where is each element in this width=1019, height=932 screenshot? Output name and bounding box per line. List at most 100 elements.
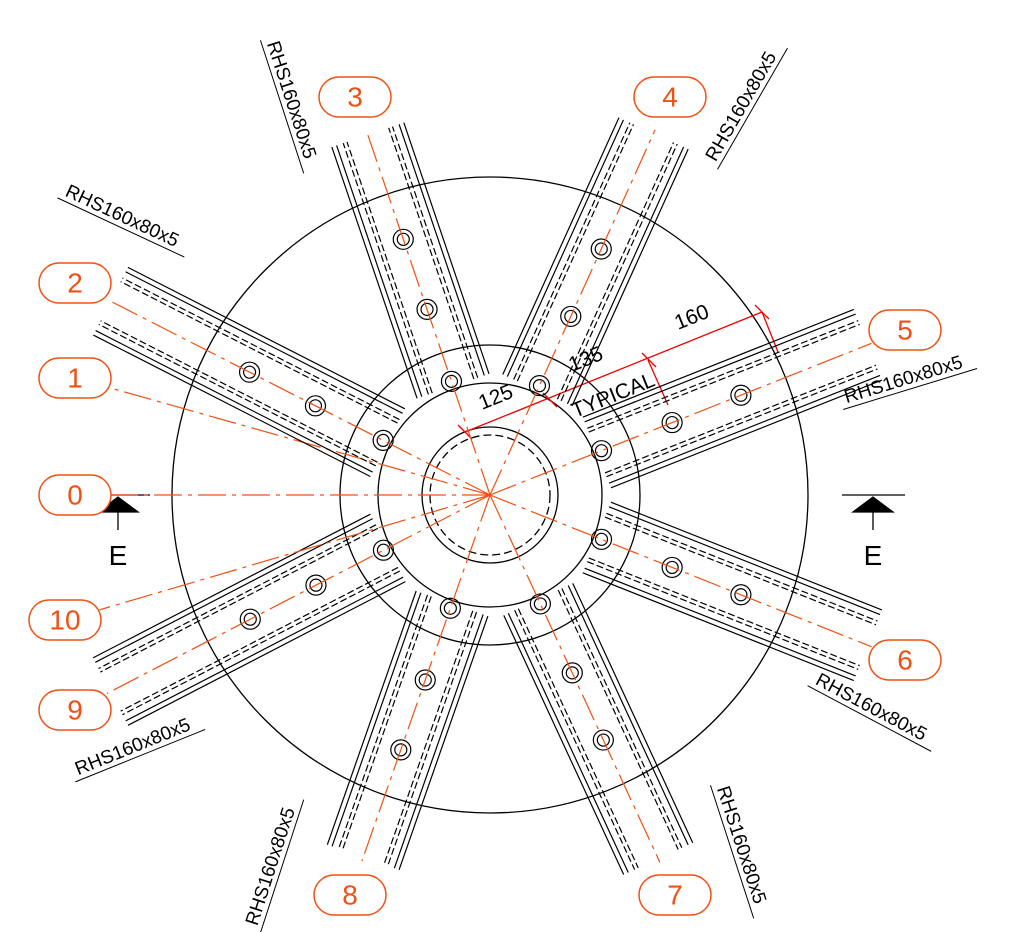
member-edge <box>343 143 428 394</box>
member-edge <box>93 514 370 658</box>
bolt <box>440 598 460 618</box>
member-edge <box>332 593 421 847</box>
member-edge <box>404 123 489 374</box>
bolt <box>377 434 389 446</box>
member-edge <box>101 321 378 462</box>
member-edge <box>342 596 431 850</box>
member-edge <box>587 562 858 670</box>
bolt <box>596 533 608 545</box>
member-edge <box>399 616 488 870</box>
label: 9 <box>67 695 83 726</box>
centre-line <box>367 131 490 495</box>
rhs-member <box>327 591 488 870</box>
label: 1 <box>67 363 83 394</box>
bolt <box>441 371 461 391</box>
bolt <box>373 430 393 450</box>
member-edge <box>568 586 688 845</box>
section-label: RHS160x80x5 <box>712 784 770 907</box>
member-edge <box>99 525 376 669</box>
member-edge <box>389 128 474 379</box>
section-callout: RHS160x80x5 <box>240 793 303 932</box>
section-mark: E <box>109 540 128 571</box>
member-edge <box>95 519 372 663</box>
member-edge <box>557 143 673 400</box>
centre-line <box>110 388 490 495</box>
centre-line <box>107 299 490 495</box>
member-edge <box>567 147 683 404</box>
section-marks <box>82 495 905 530</box>
section-label: RHS160x80x5 <box>702 48 781 165</box>
label: 0 <box>67 480 83 511</box>
label: 2 <box>67 268 83 299</box>
member-edge <box>128 267 405 408</box>
member-edge <box>518 609 638 868</box>
section-label: RHS160x80x5 <box>812 669 930 745</box>
bolt <box>373 540 393 560</box>
dimension: 135 <box>565 342 606 376</box>
member-edge <box>583 573 854 681</box>
member-edge <box>337 145 422 396</box>
member-edge <box>399 124 484 375</box>
member-edge <box>122 571 399 715</box>
member-edge <box>384 611 473 865</box>
bolt <box>445 375 457 387</box>
bolt <box>534 598 546 610</box>
bolt <box>529 376 549 396</box>
member-edge <box>93 335 370 476</box>
bolt <box>530 594 550 614</box>
label: 8 <box>342 880 358 911</box>
member-edge <box>515 610 635 869</box>
member-edge <box>508 613 628 872</box>
bolt <box>592 441 612 461</box>
member-edge <box>562 588 682 847</box>
section-callout: RHS160x80x5 <box>260 34 323 174</box>
centre-line <box>107 495 490 693</box>
centre-line <box>490 130 655 495</box>
member-edge <box>347 142 432 393</box>
member-edge <box>99 324 376 465</box>
section-mark: E <box>864 540 883 571</box>
bolt <box>377 544 389 556</box>
section-callout: RHS160x80x5 <box>710 779 773 919</box>
centre-line <box>490 495 872 647</box>
member-edge <box>587 321 858 429</box>
dimension: 160 <box>671 300 712 334</box>
label: 3 <box>347 82 363 113</box>
label: 5 <box>897 315 913 346</box>
member-edge <box>585 568 856 676</box>
member-edge <box>332 147 417 398</box>
bolt <box>596 445 608 457</box>
label: 10 <box>49 605 80 636</box>
member-edge <box>605 517 876 625</box>
section-label: RHS160x80x5 <box>242 805 300 928</box>
section-label: RHS160x80x5 <box>842 352 965 408</box>
label: 4 <box>662 82 678 113</box>
member-edge <box>503 118 619 375</box>
bolt <box>444 602 456 614</box>
member-edge <box>96 331 373 472</box>
member-edge <box>507 120 623 377</box>
member-edge <box>585 314 856 422</box>
member-edge <box>126 272 403 413</box>
member-edge <box>128 582 405 726</box>
member-edge <box>100 528 377 672</box>
member-edge <box>392 127 477 378</box>
section-callout: RHS160x80x5 <box>837 348 977 409</box>
member-edge <box>517 124 633 381</box>
member-edge <box>558 590 678 849</box>
section-callout: RHS160x80x5 <box>699 38 787 170</box>
member-edge <box>327 591 416 845</box>
member-edge <box>583 309 854 417</box>
drawing: E E 125 135 160 TYPICAL 012345678910RHS1… <box>0 0 1019 932</box>
member-edge <box>609 507 880 615</box>
centre-line <box>490 343 872 495</box>
section-callout: RHS160x80x5 <box>57 179 193 257</box>
bolt <box>592 529 612 549</box>
member-edge <box>514 123 630 380</box>
bolt <box>533 380 545 392</box>
centre-line <box>490 495 660 862</box>
centre-line <box>100 495 490 610</box>
section-label: RHS160x80x5 <box>262 39 320 162</box>
member-edge <box>561 144 677 401</box>
member-edge <box>126 577 403 721</box>
